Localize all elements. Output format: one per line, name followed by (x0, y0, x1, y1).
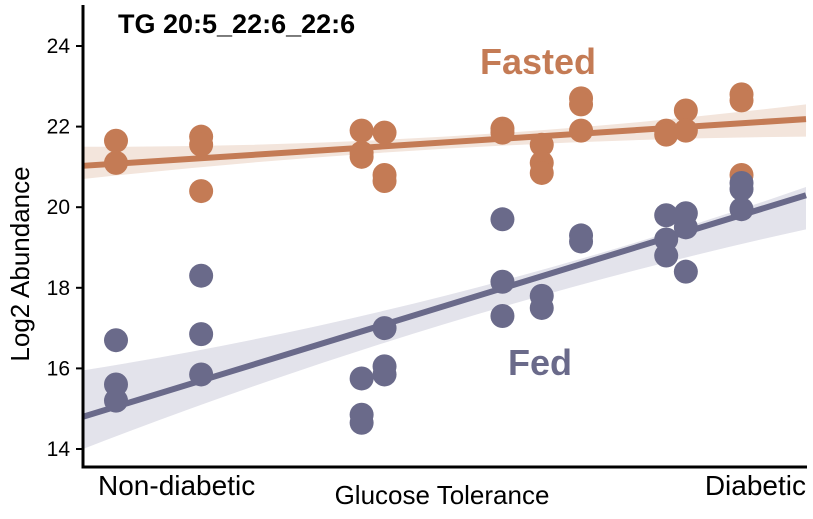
data-point-fed (490, 269, 515, 294)
data-point-fed (372, 316, 397, 341)
data-point-fed (349, 366, 374, 391)
data-point-fed (569, 229, 594, 254)
data-points (104, 82, 754, 435)
data-point-fasted (349, 118, 374, 143)
y-ticks: 14 16 18 20 22 24 (47, 35, 83, 461)
data-point-fasted (189, 179, 214, 204)
data-point-fasted (569, 92, 594, 117)
data-point-fasted (673, 118, 698, 143)
chart-title: TG 20:5_22:6_22:6 (118, 9, 355, 39)
x-category-label-diabetic: Diabetic (705, 470, 806, 501)
data-point-fasted (490, 120, 515, 145)
data-point-fed (104, 328, 128, 353)
data-point-fed (673, 215, 698, 240)
data-point-fasted (569, 118, 594, 143)
data-point-fed (529, 295, 554, 320)
y-tick-label: 18 (47, 277, 70, 300)
data-point-fed (729, 197, 754, 222)
data-point-fasted (654, 122, 679, 147)
data-point-fed (490, 207, 515, 232)
data-point-fasted (104, 150, 128, 175)
x-axis-title: Glucose Tolerance (335, 480, 550, 510)
data-point-fasted (529, 160, 554, 185)
data-point-fasted (104, 128, 128, 153)
y-tick-label: 14 (47, 438, 71, 461)
data-point-fed (490, 304, 515, 329)
data-point-fed (654, 243, 679, 268)
data-point-fed (189, 362, 214, 387)
data-point-fasted (349, 144, 374, 169)
series-label-fed: Fed (508, 342, 572, 383)
data-point-fed (189, 322, 214, 347)
data-point-fed (729, 177, 754, 202)
data-point-fed (349, 410, 374, 435)
data-point-fed (654, 203, 679, 228)
x-category-label-nondiabetic: Non-diabetic (98, 470, 255, 501)
data-point-fasted (189, 132, 214, 157)
data-point-fed (673, 259, 698, 284)
data-point-fed (372, 362, 397, 387)
y-axis-title: Log2 Abundance (5, 166, 35, 361)
y-tick-label: 22 (47, 116, 70, 139)
series-label-fasted: Fasted (480, 41, 596, 82)
data-point-fed (189, 263, 214, 288)
data-point-fed (104, 388, 128, 413)
data-point-fasted (729, 88, 754, 113)
data-point-fasted (529, 132, 554, 157)
data-point-fasted (372, 169, 397, 194)
y-tick-label: 16 (47, 357, 70, 380)
data-point-fasted (372, 120, 397, 145)
y-tick-label: 24 (47, 35, 71, 58)
y-tick-label: 20 (47, 196, 70, 219)
data-point-fasted (673, 98, 698, 123)
